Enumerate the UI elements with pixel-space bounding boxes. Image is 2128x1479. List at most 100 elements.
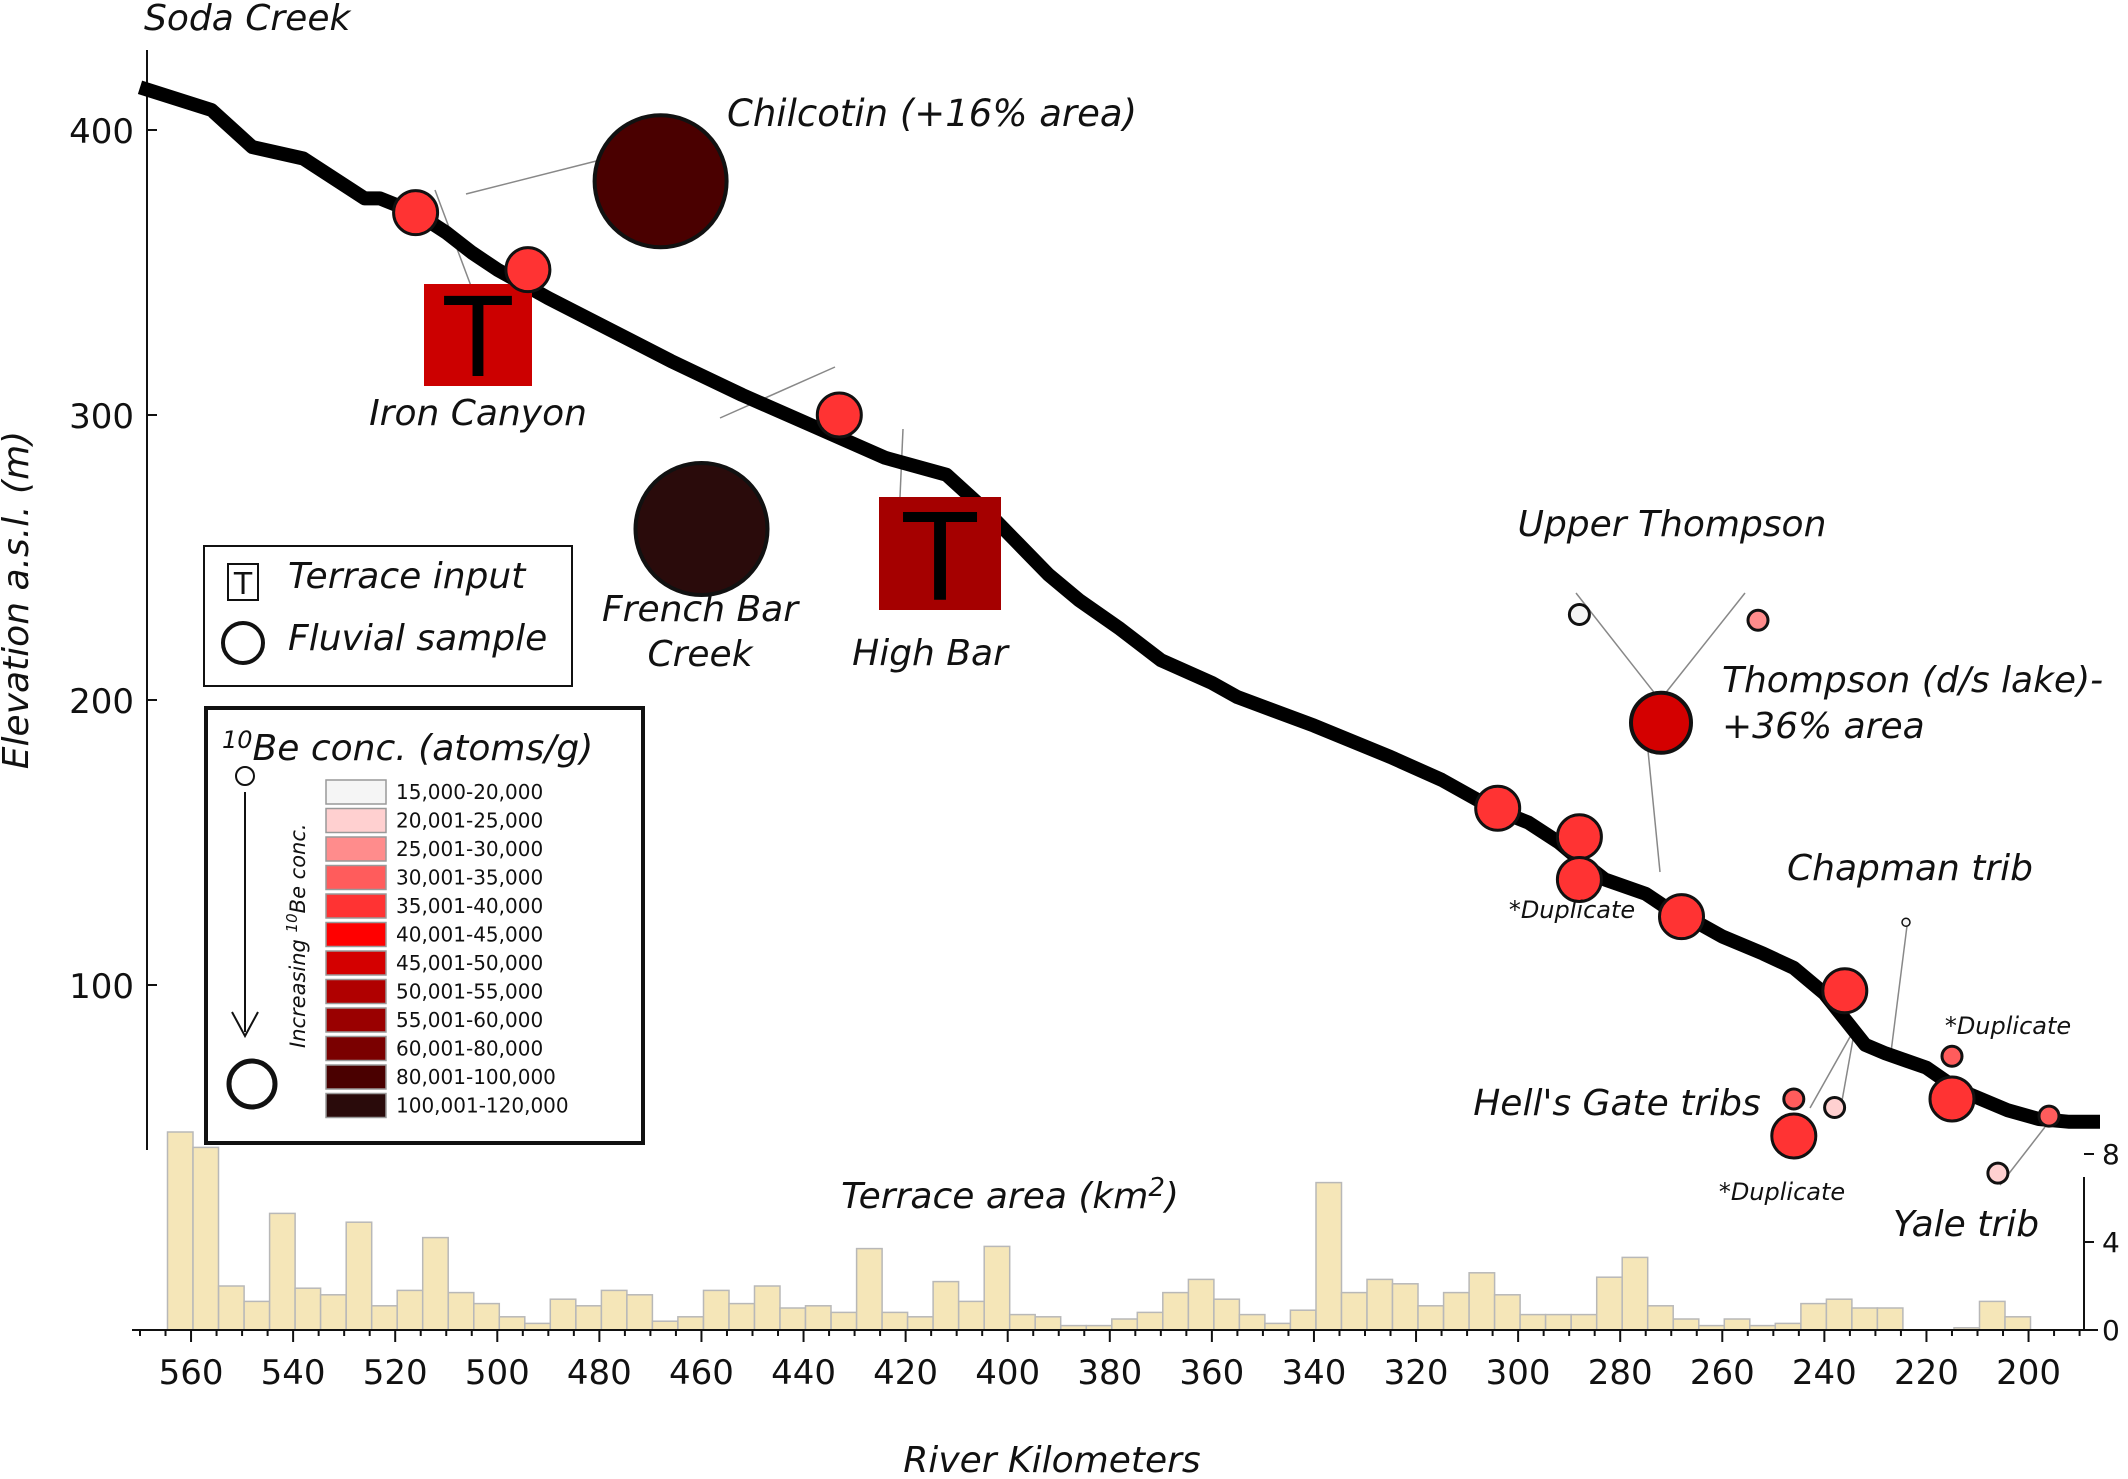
y-tick-label: 100 [69,967,134,1007]
terrace-area-bar [447,1291,475,1331]
x-tick-label: 200 [1996,1353,2061,1393]
fluvial-sample-marker [1555,856,1603,903]
legend-swatch [325,779,387,805]
legend-swatch [325,836,387,862]
fluvial-sample-marker [504,246,552,294]
terrace-area-bar [906,1316,934,1331]
svg-text:T: T [443,274,512,402]
x-tick-label: 280 [1588,1353,1653,1393]
duplicate-label-1: *Duplicate [1509,896,1635,924]
terrace-area-bar [1978,1300,2006,1331]
terrace-area-bar [983,1245,1011,1331]
terrace-area-bar [192,1146,220,1331]
elevation-ticks: 100 200 300 400 [69,112,157,1007]
x-tick-label: 400 [975,1353,1040,1393]
terrace-area-bar [1417,1305,1445,1331]
hells-gate-tribs-label: Hell's Gate tribs [1473,1083,1761,1124]
histogram-title: Terrace area (km2) [841,1173,1179,1217]
y-tick-label: 200 [69,682,134,722]
terrace-area-bar [651,1320,679,1331]
svg-text:10Be conc. (atoms/g): 10Be conc. (atoms/g) [222,726,593,769]
svg-text:Fluvial sample: Fluvial sample [288,618,547,659]
svg-text:Terrace input: Terrace input [288,556,527,597]
terrace-area-bar [804,1305,832,1331]
x-tick-label: 300 [1486,1353,1551,1393]
terrace-area-bar [345,1221,373,1331]
terrace-area-bar [753,1285,781,1331]
terrace-area-bar [2004,1316,2032,1331]
chapman-trib-label: Chapman trib [1787,848,2033,889]
legend-class-label: 25,001-30,000 [396,837,543,861]
x-tick-label: 240 [1792,1353,1857,1393]
terrace-area-bar [319,1294,347,1331]
terrace-area-bar [1519,1313,1547,1331]
fluvial-sample-marker [1770,1112,1818,1160]
x-tick-label: 560 [159,1353,224,1393]
terrace-area-bar [779,1307,807,1331]
terrace-area-bar [1825,1298,1853,1331]
terrace-area-bar [1544,1313,1572,1331]
legend-swatch [325,1035,387,1062]
terrace-area-bar [1595,1276,1623,1331]
svg-text:T: T [233,567,253,602]
fluvial-sample-marker [1555,813,1603,861]
legend-class-label: 80,001-100,000 [396,1065,556,1089]
fluvial-sample-marker [1901,917,1911,928]
terrace-area-bar [1315,1181,1343,1331]
legend-class-label: 55,001-60,000 [396,1008,543,1032]
legend-swatch [325,864,387,891]
terrace-area-bar [1851,1307,1879,1331]
thompson-label: Thompson (d/s lake)-+36% area [1722,660,2103,747]
terrace-area-bar [830,1311,858,1331]
legend-swatch [325,893,387,919]
legend-class-label: 100,001-120,000 [396,1094,569,1118]
fluvial-sample-marker [1940,1044,1964,1068]
terrace-area-bar [932,1280,960,1331]
legend-swatch [325,807,387,834]
terrace-area-bar [1034,1316,1062,1331]
terrace-area-bar [626,1294,654,1331]
y-tick-label: 400 [69,112,134,152]
fluvial-samples [392,113,2061,1185]
terrace-area-bar [1111,1318,1139,1331]
legend-swatch [325,921,387,948]
x-tick-label: 520 [363,1353,428,1393]
fluvial-sample-marker [2037,1104,2061,1128]
legend-class-label: 30,001-35,000 [396,866,543,890]
terrace-area-bar [728,1302,756,1331]
high-bar-label: High Bar [852,633,1010,674]
x-tick-label: 480 [567,1353,632,1393]
yale-trib-label: Yale trib [1893,1204,2039,1245]
x-tick-label: 420 [873,1353,938,1393]
terrace-area-bar [370,1305,398,1331]
terrace-area-bar [1442,1291,1470,1331]
fluvial-sample-marker [392,189,440,237]
y-axis-label: Elevation a.s.l. (m) [0,431,37,769]
terrace-area-bar [677,1316,705,1331]
terrace-area-bar [166,1131,194,1331]
duplicate-label-2: *Duplicate [1945,1012,2071,1040]
fluvial-sample-marker [1658,893,1705,941]
terrace-input-iron-canyon: T [424,274,532,402]
x-tick-label: 220 [1894,1353,1959,1393]
fluvial-sample-marker [815,391,863,439]
duplicate-label-3: *Duplicate [1719,1178,1845,1206]
terrace-input-high-bar: T [879,490,1001,629]
terrace-area-bar [1366,1278,1394,1331]
terrace-area-bar [421,1236,449,1331]
fluvial-sample-marker [1928,1075,1976,1123]
fluvial-sample-marker [1782,1087,1806,1111]
y-tick-label: 300 [69,397,134,437]
legend-swatch [325,1007,387,1033]
x-tick-label: 440 [771,1353,836,1393]
histogram-axes [132,1177,2098,1331]
x-tick-label: 340 [1282,1353,1347,1393]
legend-swatch [325,1092,387,1119]
terrace-area-bar [1238,1313,1266,1331]
terrace-area-bar [1570,1313,1598,1331]
x-tick-label: 540 [261,1353,326,1393]
terrace-area-bar [1340,1291,1368,1331]
terrace-area-bar [1468,1272,1496,1331]
legend-class-label: 20,001-25,000 [396,809,543,833]
